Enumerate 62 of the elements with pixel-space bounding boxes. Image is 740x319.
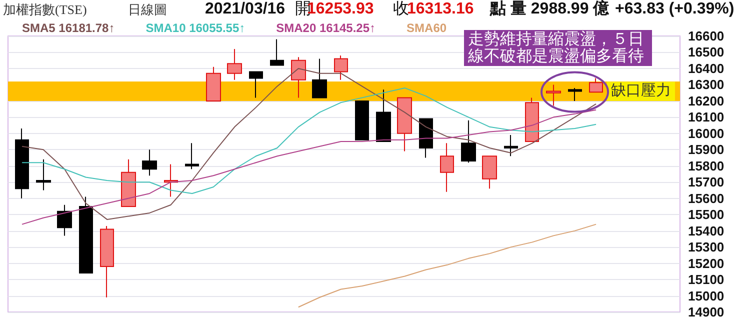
text: SMA10 16055.55↑ — [146, 21, 246, 35]
y-tick-label: 15200 — [688, 256, 724, 271]
candlestick — [568, 87, 582, 102]
y-tick-label: 16200 — [688, 93, 724, 108]
candlestick — [57, 204, 72, 236]
text: SMA5 16181.78↑ — [22, 21, 115, 35]
line-series — [22, 87, 597, 194]
chart-title: 加權指數(TSE) — [3, 2, 87, 17]
y-tick-label: 14900 — [688, 304, 724, 319]
y-tick-label: 15800 — [688, 158, 724, 174]
text: SMA60 — [406, 21, 447, 35]
candlestick — [546, 84, 561, 106]
text: SMA20 16145.25↑ — [276, 21, 376, 35]
band-label: 缺口壓力 — [611, 82, 671, 100]
candlestick — [419, 118, 433, 158]
candlestick — [227, 48, 242, 80]
y-tick-label: 16100 — [688, 110, 724, 125]
text: 收 — [393, 0, 409, 18]
candlestick — [525, 97, 539, 142]
text: 日線圖 — [128, 2, 167, 17]
candlestick — [36, 158, 51, 191]
y-tick-label: 15400 — [688, 223, 724, 238]
candlestick — [121, 158, 136, 207]
candlestick — [504, 134, 518, 157]
candlestick — [249, 71, 263, 98]
candlestick — [312, 58, 327, 98]
y-tick-label: 15700 — [688, 174, 724, 190]
y-tick-label: 15100 — [688, 272, 724, 288]
line-series — [22, 109, 597, 225]
candlestick — [440, 142, 454, 192]
candlestick — [355, 100, 369, 140]
candlestick — [291, 56, 306, 98]
y-tick-label: 15300 — [688, 240, 724, 255]
line-series — [298, 224, 597, 308]
line-series — [22, 68, 597, 220]
text: +63.83 (+0.39%) — [615, 0, 734, 18]
y-tick-label: 15600 — [688, 190, 724, 206]
candlestick — [589, 78, 603, 93]
y-tick-label: 16600 — [688, 28, 724, 44]
y-tick-label: 15900 — [688, 142, 724, 158]
text: 2021/03/16 — [205, 0, 286, 18]
y-tick-label: 16500 — [688, 44, 724, 60]
y-tick-label: 15000 — [688, 288, 724, 304]
candlestick — [185, 142, 199, 170]
candlestick — [15, 128, 29, 199]
candlestick — [461, 120, 476, 164]
candlestick — [142, 149, 157, 176]
candlestick — [270, 38, 284, 66]
text: 點 量 2988.99 億 — [489, 0, 610, 18]
text: 16313.16 — [407, 0, 474, 18]
candlestick — [79, 196, 93, 274]
candlestick — [334, 54, 348, 80]
y-tick-label: 15500 — [688, 207, 724, 222]
candlestick — [397, 97, 412, 152]
y-tick-label: 16000 — [688, 126, 724, 141]
annotation: 走勢維持量縮震盪，５日線不破都是震盪偏多看待 — [467, 30, 644, 65]
candlestick — [376, 89, 391, 142]
candlestick — [100, 225, 114, 298]
y-tick-label: 16400 — [688, 60, 724, 76]
candlestick — [482, 156, 497, 190]
candlestick — [206, 66, 221, 102]
y-tick-label: 16300 — [688, 77, 724, 92]
